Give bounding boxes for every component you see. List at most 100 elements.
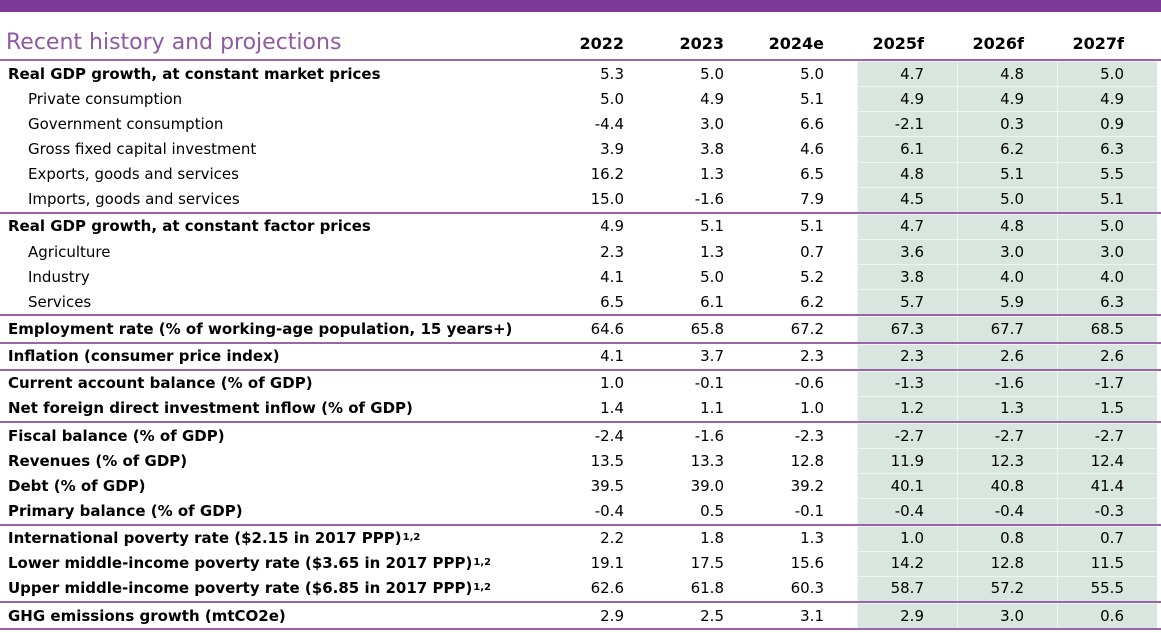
table-row: Net foreign direct investment inflow (% … [0, 395, 1161, 421]
value-cell-2023: 65.8 [690, 319, 724, 338]
column-header-2022: 2022 [579, 34, 624, 53]
value-cell-2023: 4.9 [700, 89, 724, 108]
value-cell-2026f: 57.2 [957, 575, 1057, 601]
row-label: Industry [0, 264, 557, 289]
value-cell-2026f: 3.0 [957, 602, 1057, 629]
row-label-text: Industry [28, 267, 90, 286]
row-label-text: Employment rate (% of working-age popula… [8, 319, 513, 338]
table-row: Inflation (consumer price index) 4.1 3.7 2.… [0, 341, 1161, 369]
row-label-text: Revenues (% of GDP) [8, 451, 188, 470]
table-row: Gross fixed capital investment 3.9 3.8 4.6 6… [0, 136, 1161, 162]
value-cell-2027f: 11.5 [1057, 550, 1157, 576]
value-cell-2024e: 12.8 [790, 451, 824, 470]
value-cell-2027f: 4.9 [1057, 86, 1157, 112]
value-cell-2025f: 4.7 [857, 61, 957, 87]
value-cell-2026f: -0.4 [957, 498, 1057, 524]
value-cell-2022: -0.4 [594, 501, 624, 520]
row-label: Revenues (% of GDP) [0, 448, 557, 473]
table-row: Private consumption 5.0 4.9 5.1 4.9 4.9 4.9 [0, 86, 1161, 112]
row-label: Fiscal balance (% of GDP) [0, 423, 557, 448]
value-cell-2022: 5.3 [600, 64, 624, 83]
value-cell-2026f: -2.7 [957, 422, 1057, 449]
value-cell-2026f: 12.3 [957, 448, 1057, 474]
row-label-text: Net foreign direct investment inflow (% … [8, 399, 413, 418]
row-label-text: Lower middle-income poverty rate ($3.65 … [8, 554, 473, 573]
table-row: Services 6.5 6.1 6.2 5.7 5.9 6.3 [0, 289, 1161, 315]
value-cell-2022: 6.5 [600, 292, 624, 311]
value-cell-2024e: 4.6 [800, 139, 824, 158]
value-cell-2024e: 0.7 [800, 242, 824, 261]
table-row: Imports, goods and services 15.0 -1.6 7.9 4.… [0, 186, 1161, 212]
value-cell-2024e: 5.2 [800, 267, 824, 286]
value-cell-2023: 5.0 [700, 267, 724, 286]
value-cell-2022: 2.2 [600, 529, 624, 548]
table-row: Government consumption -4.4 3.0 6.6 -2.1 0.3 0… [0, 111, 1161, 137]
row-label: Real GDP growth, at constant factor pric… [0, 214, 557, 239]
value-cell-2023: 3.7 [700, 347, 724, 366]
value-cell-2024e: 60.3 [790, 579, 824, 598]
row-label: Government consumption [0, 111, 557, 136]
value-cell-2025f: 5.7 [857, 289, 957, 315]
value-cell-2026f: 2.6 [957, 343, 1057, 369]
value-cell-2023: 0.5 [700, 501, 724, 520]
value-cell-2027f: -0.3 [1057, 498, 1157, 524]
value-cell-2027f: 12.4 [1057, 448, 1157, 474]
value-cell-2027f: 68.5 [1057, 316, 1157, 342]
row-label-text: GHG emissions growth (mtCO2e) [8, 606, 286, 625]
value-cell-2025f: 2.3 [857, 343, 957, 369]
page-title: Recent history and projections [6, 30, 342, 55]
table-row: Fiscal balance (% of GDP) -2.4 -1.6 -2.3 -2.… [0, 420, 1161, 449]
value-cell-2022: 4.1 [600, 347, 624, 366]
value-cell-2027f: 0.9 [1057, 111, 1157, 137]
value-cell-2023: -1.6 [694, 190, 724, 209]
value-cell-2024e: 6.6 [800, 114, 824, 133]
value-cell-2023: 39.0 [690, 476, 724, 495]
value-cell-2026f: 40.8 [957, 473, 1057, 499]
value-cell-2026f: 3.0 [957, 238, 1057, 265]
value-cell-2025f: -2.1 [857, 111, 957, 137]
value-cell-2023: 3.8 [700, 139, 724, 158]
value-cell-2024e: -0.1 [794, 501, 824, 520]
value-cell-2026f: 1.3 [957, 395, 1057, 421]
table-row: Real GDP growth, at constant factor pric… [0, 211, 1161, 239]
value-cell-2022: -4.4 [594, 114, 624, 133]
value-cell-2025f: 2.9 [857, 602, 957, 629]
value-cell-2024e: 3.1 [800, 606, 824, 625]
value-cell-2024e: 5.1 [800, 217, 824, 236]
column-header-2026f: 2026f [972, 34, 1025, 53]
row-label-text: Debt (% of GDP) [8, 476, 146, 495]
row-label-text: Fiscal balance (% of GDP) [8, 426, 225, 445]
table-row: Debt (% of GDP) 39.5 39.0 39.2 40.1 40.8 41.4 [0, 473, 1161, 499]
row-label: Lower middle-income poverty rate ($3.65 … [8, 554, 492, 573]
value-cell-2023: -0.1 [694, 374, 724, 393]
value-cell-2026f: 5.0 [957, 186, 1057, 212]
row-label: Private consumption [0, 86, 557, 111]
value-cell-2026f: 12.8 [957, 550, 1057, 576]
value-cell-2027f: 1.5 [1057, 395, 1157, 421]
row-label-text: Imports, goods and services [28, 190, 240, 209]
row-label: Gross fixed capital investment [0, 136, 557, 161]
value-cell-2024e: 67.2 [790, 319, 824, 338]
table-body: Real GDP growth, at constant market pric… [0, 61, 1161, 630]
value-cell-2023: 5.0 [700, 64, 724, 83]
row-label-text: Real GDP growth, at constant factor pric… [8, 217, 371, 236]
value-cell-2025f: 67.3 [857, 316, 957, 342]
row-label-text: International poverty rate ($2.15 in 201… [8, 529, 402, 548]
value-cell-2024e: 1.0 [800, 399, 824, 418]
value-cell-2027f: 5.5 [1057, 161, 1157, 187]
value-cell-2025f: 58.7 [857, 575, 957, 601]
row-label: Imports, goods and services [0, 187, 557, 212]
value-cell-2027f: 5.0 [1057, 61, 1157, 87]
value-cell-2023: 17.5 [690, 554, 724, 573]
value-cell-2025f: 4.9 [857, 86, 957, 112]
row-label-text: Upper middle-income poverty rate ($6.85 … [8, 579, 473, 598]
value-cell-2027f: 55.5 [1057, 575, 1157, 601]
row-label-text: Inflation (consumer price index) [8, 347, 280, 366]
value-cell-2025f: 3.6 [857, 238, 957, 265]
table-row: Agriculture 2.3 1.3 0.7 3.6 3.0 3.0 [0, 238, 1161, 265]
value-cell-2024e: 6.5 [800, 165, 824, 184]
value-cell-2027f: 2.6 [1057, 343, 1157, 369]
table-row: Exports, goods and services 16.2 1.3 6.5 4.8… [0, 161, 1161, 187]
column-header-2024e: 2024e [768, 34, 824, 53]
value-cell-2025f: 1.2 [857, 395, 957, 421]
